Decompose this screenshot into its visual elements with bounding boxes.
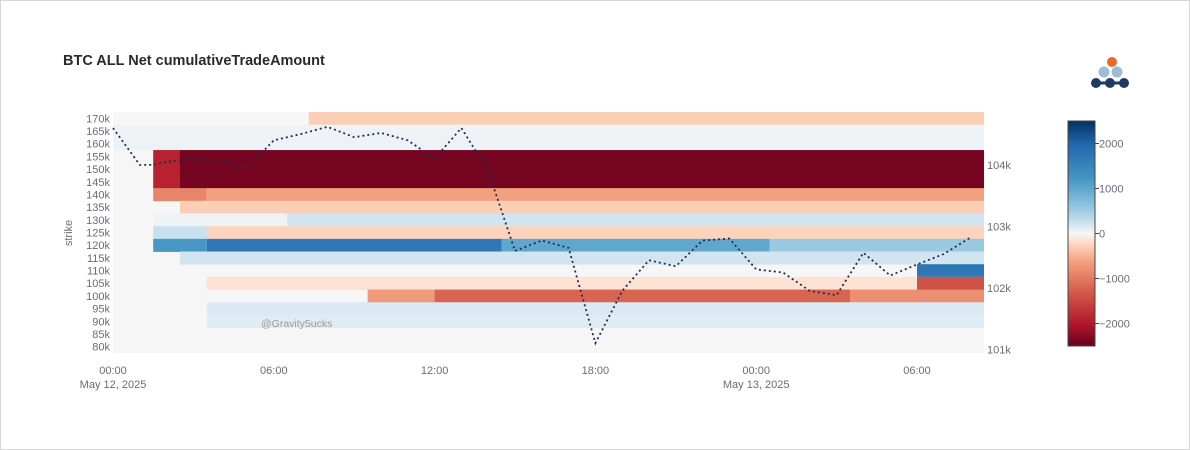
data-provider-logo-icon [1091, 57, 1129, 88]
y-tick-label: 125k [86, 228, 110, 240]
y-tick-label: 140k [86, 189, 110, 201]
heatmap-cell [917, 264, 984, 278]
heatmap-cell [308, 112, 984, 126]
colorbar-tick-label: −2000 [1099, 319, 1130, 331]
y-tick-label: 110k [87, 266, 111, 278]
x-tick-date: May 12, 2025 [80, 379, 147, 391]
heatmap-cell [850, 289, 984, 303]
y-tick-label: 145k [86, 177, 110, 189]
y-tick-label: 135k [86, 202, 110, 214]
x-tick-label: 12:00 [421, 365, 449, 377]
heatmap-layer [113, 112, 985, 353]
y-tick-label: 165k [86, 126, 110, 138]
colorbar-tick-label: 2000 [1099, 139, 1123, 151]
heatmap-cell [113, 124, 984, 138]
watermark: @Gravity5ucks [261, 318, 332, 330]
heatmap-cell [180, 162, 984, 176]
y-tick-label: 85k [92, 329, 110, 341]
y-tick-label: 120k [86, 240, 110, 252]
heatmap-cell [287, 213, 984, 227]
colorbar-tick-label: 1000 [1099, 184, 1123, 196]
colorbar-ticks: 2000 1000 0 −1000 −2000 [1095, 139, 1130, 331]
y-tick-label: 130k [86, 215, 110, 227]
colorbar-tick-label: 0 [1099, 229, 1105, 241]
price-line [112, 125, 972, 346]
x-tick-date: May 13, 2025 [723, 379, 790, 391]
right-tick-label: 101k [987, 344, 1011, 356]
colorbar [1067, 120, 1096, 347]
heatmap-cell [153, 238, 207, 252]
x-tick-label: 06:00 [903, 365, 931, 377]
heatmap-cell [501, 238, 770, 252]
right-tick-label: 102k [987, 283, 1011, 295]
y-tick-label: 80k [92, 342, 110, 354]
heatmap-cell [206, 226, 985, 240]
heatmap-cell [113, 137, 984, 151]
price-axis: 101k 102k 103k 104k [987, 160, 1011, 356]
heatmap-cell [153, 162, 180, 176]
heatmap-cell [769, 238, 984, 252]
heatmap-cell [180, 150, 984, 164]
heatmap-cell [153, 213, 288, 227]
time-axis: 00:00 May 12, 2025 06:00 12:00 18:00 00:00 May… [80, 365, 931, 391]
heatmap-cell [206, 302, 985, 316]
colorbar-tick-label: −1000 [1099, 274, 1130, 286]
heatmap-cell [367, 289, 435, 303]
y-tick-label: 105k [86, 278, 110, 290]
price-line-layer [112, 125, 972, 346]
right-tick-label: 103k [987, 221, 1011, 233]
heatmap-cell [917, 276, 984, 290]
y-tick-label: 160k [86, 139, 110, 151]
y-tick-label: 90k [92, 316, 110, 328]
heatmap-cell [180, 200, 984, 214]
strike-axis: 80k85k90k95k100k105k110k115k120k125k130k… [86, 113, 110, 353]
heatmap-cell [206, 314, 985, 329]
x-tick-label: 00:00 [742, 365, 770, 377]
x-tick-label: 18:00 [582, 365, 610, 377]
y-tick-label: 95k [92, 304, 110, 316]
heatmap-cell [113, 112, 309, 126]
y-axis-title: strike [63, 220, 75, 246]
x-tick-label: 06:00 [260, 365, 288, 377]
heatmap-cell [434, 289, 850, 303]
y-tick-label: 155k [86, 151, 110, 163]
heatmap-cell [206, 276, 985, 290]
heatmap-cell [206, 238, 502, 252]
heatmap-cell [180, 175, 984, 189]
chart-title: BTC ALL Net cumulativeTradeAmount [63, 53, 325, 69]
heatmap-cell [153, 226, 207, 240]
heatmap-cell [153, 188, 207, 202]
heatmap-cell [153, 175, 180, 189]
heatmap-cell [206, 188, 985, 202]
heatmap-cell [180, 251, 984, 265]
right-tick-label: 104k [987, 160, 1011, 172]
heatmap-cell [153, 150, 180, 164]
y-tick-label: 170k [86, 113, 110, 125]
y-tick-label: 115k [87, 253, 111, 265]
y-tick-label: 100k [86, 291, 110, 303]
y-tick-label: 150k [86, 164, 110, 176]
x-tick-label: 00:00 [99, 365, 127, 377]
